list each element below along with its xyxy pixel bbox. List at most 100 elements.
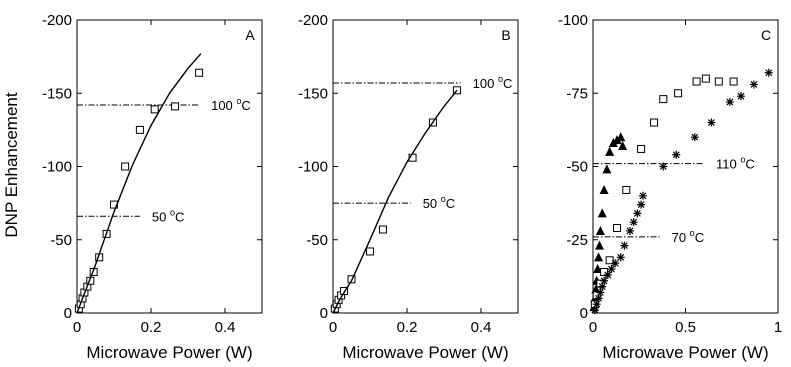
data-point-triangle (616, 132, 626, 142)
degree-sign: o (441, 194, 446, 204)
temperature-unit: C (241, 98, 250, 113)
y-tick-label: -100 (298, 159, 328, 176)
data-point-triangle (591, 284, 601, 294)
data-point-asterisk (616, 253, 625, 262)
y-tick-label: -50 (566, 159, 588, 176)
data-point-asterisk (672, 150, 681, 159)
x-tick-label: 0.4 (471, 319, 492, 336)
data-point-asterisk (737, 92, 745, 101)
data-point-square (366, 247, 374, 256)
data-point-triangle (593, 264, 603, 274)
temperature-value: 50 (152, 209, 170, 224)
y-tick-label: 0 (320, 305, 328, 322)
degree-sign: o (236, 96, 241, 106)
degree-sign: o (740, 155, 745, 165)
reference-line-label: 100 oC (211, 96, 251, 113)
data-point-triangle (597, 208, 607, 218)
data-point-asterisk (626, 226, 634, 235)
temperature-unit: C (745, 157, 754, 172)
data-point-triangle (594, 252, 604, 262)
fit-curve (76, 53, 202, 314)
data-point-asterisk (690, 133, 699, 142)
data-point-asterisk (592, 300, 601, 309)
temperature-unit: C (695, 230, 704, 245)
data-point-square (701, 74, 710, 83)
data-point-square (729, 77, 738, 86)
y-tick-label: -100 (558, 12, 588, 29)
y-tick-label: -200 (42, 12, 72, 29)
reference-line-label: 50 oC (423, 194, 455, 211)
x-tick-label: 1 (774, 319, 782, 336)
temperature-unit: C (175, 209, 184, 224)
temperature-value: 100 (473, 76, 498, 91)
degree-sign: o (498, 74, 503, 84)
data-point-square (378, 225, 387, 234)
y-tick-label: -75 (566, 85, 588, 102)
y-tick-label: -25 (566, 232, 588, 249)
data-point-asterisk (596, 288, 605, 297)
x-tick-label: 0.5 (675, 319, 696, 336)
data-point-asterisk (590, 306, 599, 315)
temperature-value: 100 (211, 98, 236, 113)
data-point-triangle (599, 184, 609, 194)
x-tick-label: 0.2 (397, 319, 418, 336)
data-point-square (659, 95, 668, 104)
temperature-unit: C (446, 196, 455, 211)
plot-frame (332, 19, 519, 314)
y-tick-label: -100 (42, 159, 72, 176)
temperature-value: 50 (423, 196, 441, 211)
panel-letter: A (245, 27, 255, 43)
panel-letter: B (501, 27, 510, 43)
x-axis-label: Microwave Power (W) (86, 343, 252, 362)
reference-line-label: 50 oC (152, 207, 184, 224)
panel-b: 0 0.2 0.4 0 -50 -100 -150 -200 Microwave Power (… (298, 12, 519, 362)
y-tick-label: 0 (64, 305, 72, 322)
reference-line-label: 110 oC (716, 155, 755, 172)
data-point-square (605, 256, 614, 265)
data-point-square (171, 102, 180, 111)
y-axis-label: DNP Enhancement (2, 92, 21, 237)
data-point-square (340, 287, 349, 296)
data-point-asterisk (638, 191, 647, 200)
data-point-asterisk (620, 241, 629, 250)
temperature-unit: C (503, 76, 512, 91)
x-tick-label: 0.2 (141, 319, 162, 336)
data-point-asterisk (611, 259, 620, 268)
x-tick-label: 0 (73, 319, 81, 336)
data-point-square (121, 162, 130, 171)
reference-line-label: 70 oC (672, 228, 704, 245)
data-point-triangle (595, 225, 605, 235)
data-point-triangle (618, 140, 628, 150)
data-point-asterisk (633, 209, 642, 218)
y-tick-label: -50 (306, 232, 328, 249)
panel-a: 0 0.2 0.4 0 -50 -100 -150 -200 Microwave Power (… (42, 12, 263, 362)
degree-sign: o (170, 207, 175, 217)
data-point-asterisk (749, 80, 758, 89)
data-point-asterisk (637, 200, 646, 209)
y-tick-label: -150 (298, 85, 328, 102)
data-point-square (150, 105, 159, 114)
fit-curve (332, 89, 458, 314)
y-tick-label: -200 (298, 12, 328, 29)
x-tick-label: 0.4 (215, 319, 236, 336)
x-tick-label: 0 (589, 319, 597, 336)
y-tick-label: -50 (50, 232, 72, 249)
data-point-asterisk (594, 294, 603, 303)
data-point-square (452, 86, 461, 95)
data-point-triangle (602, 164, 612, 174)
y-tick-label: 0 (580, 305, 588, 322)
data-point-square (637, 144, 646, 153)
plot-frame (76, 19, 263, 314)
data-point-square (650, 118, 659, 127)
data-point-asterisk (629, 218, 638, 227)
data-point-square (622, 185, 631, 194)
degree-sign: o (690, 228, 695, 238)
data-point-asterisk (603, 270, 612, 279)
data-point-asterisk (764, 68, 773, 77)
x-axis-label: Microwave Power (W) (342, 343, 508, 362)
data-point-square (692, 77, 701, 86)
data-point-asterisk (598, 282, 607, 291)
data-point-asterisk (707, 118, 716, 127)
